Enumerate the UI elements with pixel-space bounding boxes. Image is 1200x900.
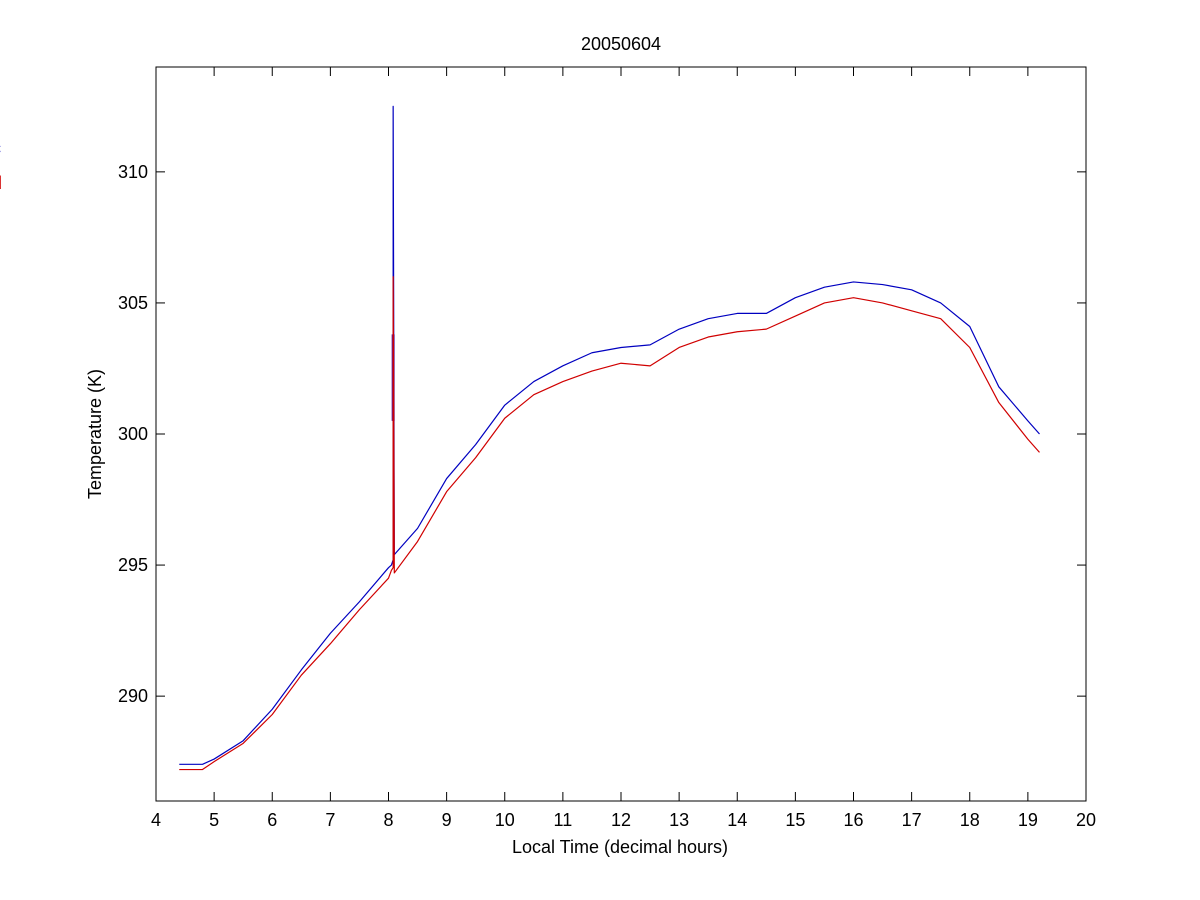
x-tick-label: 13 <box>669 810 689 830</box>
x-tick-label: 12 <box>611 810 631 830</box>
x-tick-label: 11 <box>554 810 573 830</box>
x-tick-label: 19 <box>1018 810 1038 830</box>
y-axis-label: Temperature (K) <box>85 369 105 499</box>
series-line-c <box>179 105 1040 765</box>
x-tick-label: 16 <box>843 810 863 830</box>
y-tick-label: 295 <box>118 555 148 575</box>
x-tick-label: 17 <box>902 810 922 830</box>
x-tick-label: 14 <box>727 810 747 830</box>
chart-title: 20050604 <box>581 34 661 54</box>
x-tick-label: 9 <box>442 810 452 830</box>
x-tick-label: 18 <box>960 810 980 830</box>
x-axis-label: Local Time (decimal hours) <box>512 837 728 857</box>
series-layer <box>179 105 1040 771</box>
series-line-d <box>179 276 1040 771</box>
x-tick-label: 5 <box>209 810 219 830</box>
y-axis-ticks: 290 295 300 305 310 <box>118 162 1086 706</box>
legend-entry-c: c <box>0 138 1 158</box>
legend-entry-d: d <box>0 173 2 193</box>
x-tick-label: 15 <box>785 810 805 830</box>
x-axis-ticks: 4 5 6 7 8 9 10 11 12 13 14 15 16 17 18 19 20 <box>151 67 1096 830</box>
y-tick-label: 310 <box>118 162 148 182</box>
x-tick-label: 20 <box>1076 810 1096 830</box>
x-tick-label: 7 <box>325 810 335 830</box>
x-tick-label: 6 <box>267 810 277 830</box>
y-tick-label: 290 <box>118 686 148 706</box>
y-tick-label: 300 <box>118 424 148 444</box>
x-tick-label: 8 <box>383 810 393 830</box>
x-tick-label: 10 <box>495 810 515 830</box>
y-tick-label: 305 <box>118 293 148 313</box>
legend: c d <box>0 138 2 193</box>
x-tick-label: 4 <box>151 810 161 830</box>
